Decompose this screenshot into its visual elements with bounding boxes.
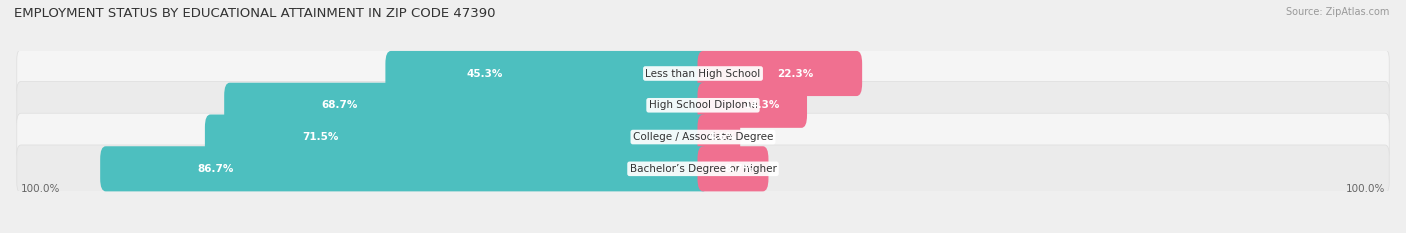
Text: 100.0%: 100.0% — [21, 184, 60, 194]
Text: EMPLOYMENT STATUS BY EDUCATIONAL ATTAINMENT IN ZIP CODE 47390: EMPLOYMENT STATUS BY EDUCATIONAL ATTAINM… — [14, 7, 495, 20]
Text: College / Associate Degree: College / Associate Degree — [633, 132, 773, 142]
FancyBboxPatch shape — [697, 51, 862, 96]
Text: 8.7%: 8.7% — [724, 164, 754, 174]
Text: Source: ZipAtlas.com: Source: ZipAtlas.com — [1285, 7, 1389, 17]
FancyBboxPatch shape — [697, 114, 740, 160]
Text: 4.6%: 4.6% — [707, 132, 737, 142]
Text: 71.5%: 71.5% — [302, 132, 339, 142]
Text: 22.3%: 22.3% — [778, 69, 813, 79]
Text: Less than High School: Less than High School — [645, 69, 761, 79]
Text: 86.7%: 86.7% — [198, 164, 235, 174]
Text: Bachelor’s Degree or higher: Bachelor’s Degree or higher — [630, 164, 776, 174]
FancyBboxPatch shape — [697, 146, 769, 191]
FancyBboxPatch shape — [100, 146, 709, 191]
FancyBboxPatch shape — [17, 50, 1389, 97]
Text: 14.3%: 14.3% — [744, 100, 780, 110]
Text: 100.0%: 100.0% — [1346, 184, 1385, 194]
FancyBboxPatch shape — [224, 83, 709, 128]
FancyBboxPatch shape — [17, 113, 1389, 161]
FancyBboxPatch shape — [697, 83, 807, 128]
FancyBboxPatch shape — [17, 145, 1389, 193]
FancyBboxPatch shape — [385, 51, 709, 96]
FancyBboxPatch shape — [205, 114, 709, 160]
Text: High School Diploma: High School Diploma — [648, 100, 758, 110]
Text: 45.3%: 45.3% — [467, 69, 503, 79]
Text: 68.7%: 68.7% — [322, 100, 359, 110]
FancyBboxPatch shape — [17, 82, 1389, 129]
